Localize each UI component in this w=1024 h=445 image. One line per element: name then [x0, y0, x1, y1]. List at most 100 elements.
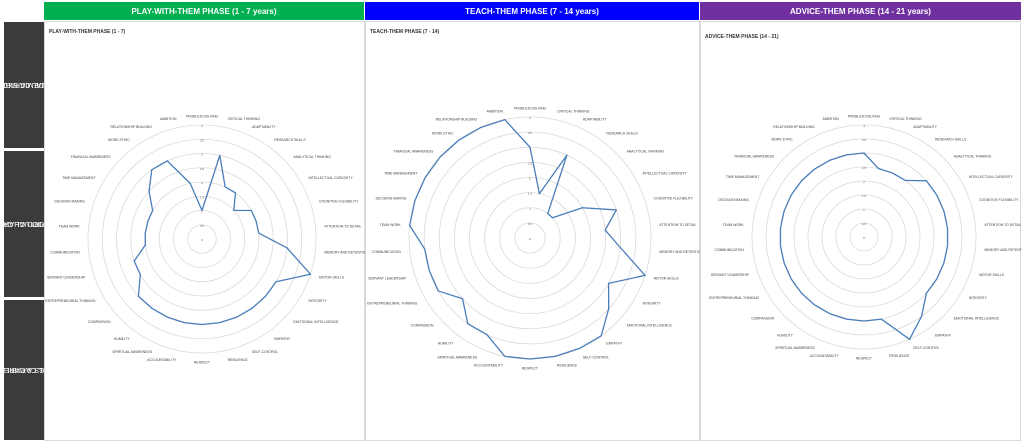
category-label: RELATIONSHIP BUILDING	[436, 118, 478, 122]
category-label: TIME MANAGEMENT	[384, 172, 417, 176]
data-point	[845, 318, 848, 320]
data-point	[908, 338, 911, 340]
category-label: EMOTIONAL INTELLIGENCE	[293, 320, 339, 324]
category-label: RESEARCH SKILLS	[274, 138, 306, 142]
r-tick-label: 2.5	[528, 161, 533, 165]
data-point	[424, 248, 426, 250]
category-label: RESEARCH SKILLS	[606, 131, 638, 135]
data-point	[779, 227, 782, 229]
data-point	[925, 180, 928, 182]
data-point	[183, 322, 185, 324]
category-label: TEAM WORK	[723, 223, 745, 227]
data-point	[309, 273, 312, 275]
data-point	[236, 316, 238, 318]
category-label: AMBITION	[822, 117, 839, 121]
data-point	[538, 193, 541, 195]
data-point	[437, 290, 439, 292]
category-label: ANALYTICAL THINKING	[627, 150, 665, 154]
category-label: SERVANT LEADERSHIP	[47, 276, 86, 280]
data-point	[166, 316, 168, 318]
data-point	[251, 307, 253, 309]
data-point	[133, 260, 135, 262]
category-label: TIME MANAGEMENT	[62, 176, 95, 180]
category-label: ATTENTION TO DETAIL	[324, 225, 361, 229]
grid-ring	[87, 124, 317, 354]
category-label: ANALYTICAL THINKING	[954, 155, 992, 159]
category-label: COMPASSION	[88, 320, 111, 324]
data-point	[439, 156, 441, 158]
data-point	[148, 190, 150, 192]
category-label: ADAPTABILITY	[583, 118, 607, 122]
data-point	[936, 278, 938, 280]
category-label: ADAPTABILITY	[913, 125, 937, 129]
category-label: INTELLECTUAL CURIOSITY	[969, 175, 1014, 179]
data-point	[607, 282, 610, 284]
r-tick-label: 0.5	[528, 222, 533, 226]
category-label: PROBLEM SOLVING	[848, 115, 881, 119]
category-label: TEAM WORK	[59, 225, 81, 229]
category-label: DECISION MAKING	[718, 198, 749, 202]
category-label: SELF-CONTROL	[252, 350, 278, 354]
grid-ring	[793, 166, 935, 308]
data-point	[779, 245, 782, 247]
data-point	[566, 154, 568, 156]
data-point	[581, 207, 583, 209]
category-label: HUMILITY	[114, 337, 131, 341]
r-tick-label: 0	[201, 238, 203, 242]
data-point	[800, 180, 803, 182]
data-point	[600, 335, 602, 337]
category-label: SELF-CONTROL	[913, 346, 939, 350]
category-label: MEMORY AND RETENTION	[659, 250, 701, 254]
category-label: FINANCIAL AWARENESS	[71, 155, 111, 159]
category-label: ATTENTION TO DETAIL	[659, 223, 696, 227]
grid-ring	[849, 222, 879, 252]
chart-panel-advice: ADVICE-THEM PHASE (14 - 21) 0 0.5 1 1.5 2 2.5…	[700, 21, 1022, 441]
data-point	[467, 323, 469, 325]
chart-title-teach: TEACH-THEM PHASE (7 - 14)	[370, 29, 440, 35]
category-label: EMPATHY	[935, 333, 952, 337]
category-label: MOTOR SKILLS	[979, 273, 1005, 277]
category-label: RESPECT	[194, 361, 210, 365]
chart-panel-play: PLAY-WITH-THEM PHASE (1 - 7) 0 0.5 1 1.5 2 2.…	[44, 21, 366, 441]
category-label: ENTREPRENEURIAL THINKING	[709, 296, 759, 300]
data-point	[554, 355, 556, 357]
data-point	[783, 210, 785, 212]
data-point	[814, 304, 816, 306]
category-label: TIME MANAGEMENT	[726, 175, 759, 179]
data-point	[219, 154, 221, 156]
r-tick-label: 4	[863, 124, 865, 128]
grid-ring	[484, 192, 576, 284]
category-label: HUMILITY	[438, 342, 455, 346]
category-label: DECISION MAKING	[54, 199, 85, 203]
r-tick-label: 4	[529, 116, 531, 120]
radar-chart-play: 0 0.5 1 1.5 2 2.5 3 3.5 4 PROBLEM SOLVING CRITICAL…	[45, 115, 366, 365]
grid-ring	[469, 177, 591, 299]
chart-title-play: PLAY-WITH-THEM PHASE (1 - 7)	[49, 29, 126, 35]
category-label: INTELLECTUAL CURIOSITY	[643, 172, 688, 176]
data-point	[936, 194, 938, 196]
grid-ring	[187, 224, 217, 254]
data-point	[943, 210, 945, 212]
category-label: AMBITION	[487, 109, 504, 113]
data-point	[219, 322, 221, 324]
r-tick-label: 0.5	[200, 224, 205, 228]
grid-ring	[807, 180, 921, 294]
grid-ring	[821, 194, 907, 280]
category-label: INTEGRITY	[969, 296, 988, 300]
phase-header-teach: TEACH-THEM PHASE (7 - 14 years)	[365, 2, 699, 20]
category-label: EMPATHY	[606, 342, 623, 346]
data-point	[144, 232, 146, 234]
data-point	[925, 292, 928, 294]
data-point	[233, 209, 235, 211]
data-point	[790, 194, 792, 196]
category-label: COMPASSION	[411, 323, 434, 327]
data-point	[946, 227, 949, 229]
r-tick-label: 2	[529, 177, 531, 181]
r-tick-label: 1.5	[528, 192, 533, 196]
category-label: MOTOR SKILLS	[654, 277, 680, 281]
data-point	[275, 281, 277, 283]
data-point	[783, 262, 785, 264]
chart-title-advice: ADVICE-THEM PHASE (14 - 21)	[705, 34, 779, 40]
grid-ring	[130, 167, 274, 311]
